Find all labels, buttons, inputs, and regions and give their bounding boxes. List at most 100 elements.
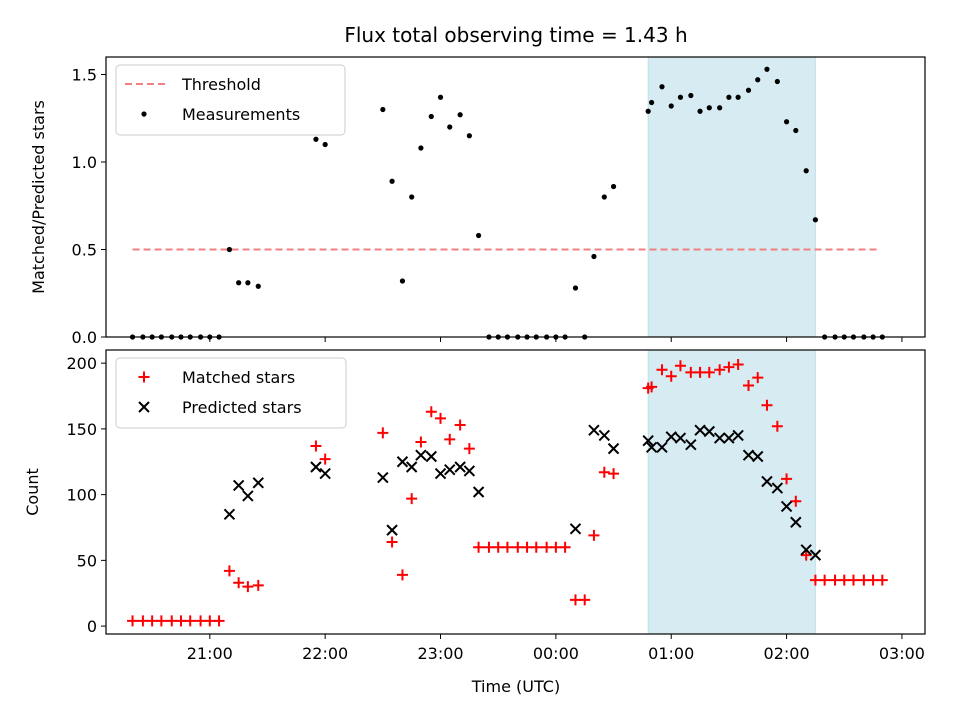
data-point bbox=[541, 541, 553, 553]
data-point bbox=[579, 594, 591, 606]
data-point bbox=[472, 486, 485, 498]
data-point bbox=[310, 461, 322, 473]
data-point bbox=[483, 541, 495, 553]
data-point bbox=[386, 524, 398, 536]
data-point bbox=[530, 541, 542, 553]
data-point bbox=[646, 381, 658, 393]
data-point bbox=[223, 565, 235, 577]
data-point bbox=[406, 493, 418, 505]
y-tick-label: 1.5 bbox=[72, 66, 97, 85]
data-point bbox=[473, 541, 485, 553]
legend-label: Matched stars bbox=[182, 368, 295, 387]
data-point bbox=[783, 119, 790, 125]
series-matched-stars bbox=[127, 358, 888, 627]
data-point bbox=[755, 77, 761, 83]
data-point bbox=[642, 435, 654, 447]
data-point bbox=[793, 127, 799, 134]
x-tick-label: 22:00 bbox=[302, 644, 348, 663]
y-tick-label: 0.0 bbox=[72, 328, 97, 347]
data-point bbox=[226, 246, 233, 253]
data-point bbox=[819, 574, 831, 586]
data-point bbox=[166, 615, 178, 627]
shaded-observing-span bbox=[647, 349, 816, 635]
data-point bbox=[463, 443, 475, 455]
data-point bbox=[425, 406, 437, 418]
data-point bbox=[377, 427, 389, 439]
data-point bbox=[713, 432, 726, 444]
data-point bbox=[656, 441, 668, 454]
data-point bbox=[233, 577, 245, 589]
data-point bbox=[694, 366, 706, 378]
data-point bbox=[685, 366, 697, 378]
data-point bbox=[127, 615, 139, 627]
data-point bbox=[434, 467, 447, 480]
data-point bbox=[645, 441, 658, 454]
data-point bbox=[591, 253, 597, 260]
data-point bbox=[752, 372, 764, 384]
data-point bbox=[764, 66, 770, 72]
data-point bbox=[665, 370, 677, 382]
axes-frame bbox=[105, 349, 926, 635]
data-point bbox=[706, 105, 712, 111]
legend: Threshold Measurements bbox=[115, 64, 346, 136]
data-point bbox=[463, 465, 476, 477]
data-point bbox=[688, 92, 694, 99]
y-tick-label: 1.0 bbox=[72, 153, 97, 172]
data-point bbox=[703, 425, 715, 438]
data-point bbox=[255, 283, 261, 289]
data-point bbox=[512, 541, 524, 553]
data-point bbox=[146, 615, 158, 627]
data-point bbox=[242, 490, 254, 502]
data-point bbox=[386, 536, 398, 548]
data-point bbox=[800, 544, 812, 556]
data-point bbox=[405, 461, 418, 473]
ratio-panel: 0.0 0.5 1.0 1.5 Matched/Predicted stars Thres… bbox=[29, 56, 926, 347]
data-point bbox=[735, 94, 741, 100]
data-point bbox=[742, 449, 755, 461]
data-point bbox=[223, 508, 236, 521]
x-tick-label: 03:00 bbox=[879, 644, 925, 663]
data-point bbox=[771, 420, 783, 432]
data-point bbox=[137, 615, 149, 627]
data-point bbox=[665, 431, 677, 443]
data-point bbox=[437, 94, 444, 100]
data-point bbox=[800, 549, 812, 561]
data-point bbox=[659, 84, 665, 90]
data-point bbox=[501, 541, 513, 553]
data-point bbox=[809, 574, 821, 586]
data-point bbox=[377, 471, 389, 484]
data-point bbox=[752, 450, 764, 463]
data-point bbox=[399, 278, 406, 284]
data-point bbox=[466, 133, 472, 139]
x-tick-label: 21:00 bbox=[187, 644, 233, 663]
data-point bbox=[175, 615, 187, 627]
data-point bbox=[252, 579, 264, 591]
data-point bbox=[415, 436, 427, 448]
data-point bbox=[319, 467, 331, 480]
data-point bbox=[409, 194, 415, 200]
data-point bbox=[697, 108, 703, 114]
data-point bbox=[559, 541, 571, 553]
legend-label: Measurements bbox=[182, 105, 300, 124]
data-point bbox=[714, 364, 726, 376]
data-point bbox=[649, 99, 655, 106]
data-point bbox=[685, 438, 697, 451]
data-point bbox=[444, 433, 456, 445]
data-point bbox=[743, 380, 755, 391]
data-point bbox=[781, 473, 793, 485]
data-point bbox=[232, 479, 245, 492]
data-point bbox=[761, 475, 773, 488]
legend-box bbox=[115, 357, 347, 429]
data-point bbox=[184, 615, 196, 627]
x-tick-label: 02:00 bbox=[764, 644, 810, 663]
y-axis-label: Count bbox=[23, 468, 42, 516]
data-point bbox=[847, 574, 859, 586]
data-point bbox=[380, 106, 386, 113]
data-point bbox=[656, 364, 668, 376]
data-point bbox=[876, 574, 888, 586]
x-axis-label: Time (UTC) bbox=[471, 677, 560, 696]
data-point bbox=[717, 105, 723, 111]
data-point bbox=[521, 541, 533, 553]
y-tick-label: 200 bbox=[66, 354, 97, 373]
